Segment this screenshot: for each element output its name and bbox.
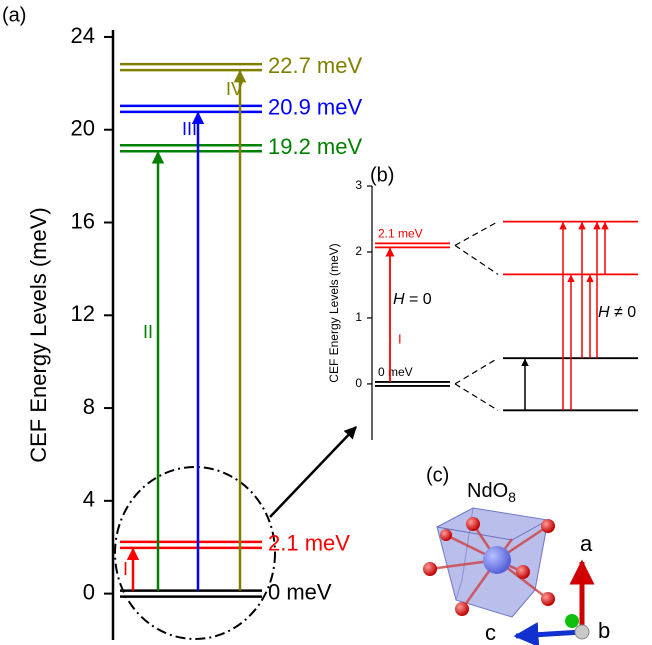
zoom-ellipse	[114, 466, 276, 640]
transition-label: I	[123, 559, 128, 579]
panel-label: (b)	[370, 164, 394, 186]
level-label: 22.7 meV	[268, 53, 362, 78]
y-tick-label: 4	[83, 487, 95, 512]
transition-label: I	[398, 331, 402, 346]
transition-label: IV	[226, 79, 243, 99]
y-tick-label: 16	[71, 208, 95, 233]
field-relation: = 0	[409, 291, 432, 308]
field-label: H ≠ 0	[598, 304, 636, 321]
field-symbol: H	[598, 304, 610, 321]
transition-label: II	[143, 322, 153, 342]
level-label: 0 meV	[378, 365, 413, 379]
split-connector	[454, 221, 499, 246]
level-label: 19.2 meV	[268, 134, 362, 159]
y-tick-label: 2	[355, 244, 362, 258]
y-tick-label: 0	[355, 376, 362, 390]
axis-label: c	[485, 620, 496, 645]
level-label: 0 meV	[268, 579, 332, 604]
formula: NdO8	[467, 480, 516, 504]
field-label: H = 0	[393, 291, 432, 308]
crystal	[423, 507, 595, 645]
axis-label: b	[598, 618, 610, 643]
y-tick-label: 20	[71, 116, 95, 141]
y-tick-label: 1	[355, 310, 362, 324]
level-label: 20.9 meV	[268, 95, 362, 120]
zoom-arrow	[269, 426, 357, 518]
y-axis-label: CEF Energy Levels (meV)	[26, 207, 51, 463]
split-connector	[454, 244, 499, 275]
formula-main: NdO	[467, 480, 508, 502]
formula-subscript: 8	[508, 489, 516, 505]
y-axis-label: CEF Energy Levels (meV)	[327, 243, 341, 382]
y-tick-label: 8	[83, 394, 95, 419]
y-tick-label: 3	[355, 178, 362, 192]
y-tick-label: 24	[71, 23, 95, 48]
axis-label: a	[580, 531, 593, 556]
panel-label: (a)	[2, 4, 26, 26]
panel-label: (c)	[426, 464, 449, 486]
field-symbol: H	[393, 291, 405, 308]
transition-label: III	[182, 119, 197, 139]
level-label: 2.1 meV	[268, 531, 350, 556]
y-tick-label: 12	[71, 301, 95, 326]
split-connector	[454, 383, 499, 411]
field-relation: ≠ 0	[614, 304, 636, 321]
y-tick-label: 0	[83, 579, 95, 604]
level-label: 2.1 meV	[378, 227, 423, 241]
split-connector	[454, 357, 499, 385]
